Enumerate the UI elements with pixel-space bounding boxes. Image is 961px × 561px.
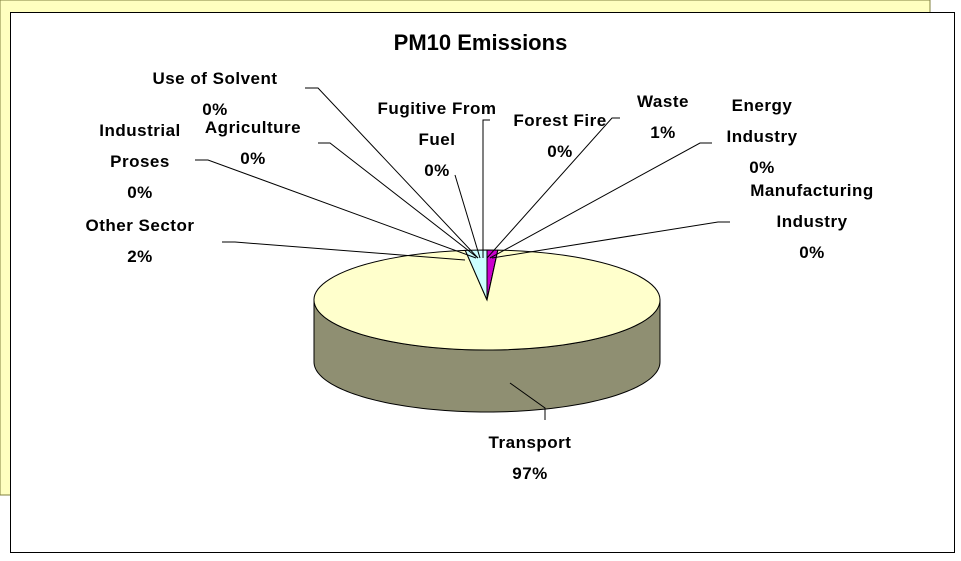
value-label: 0%: [547, 142, 573, 161]
leader-line: [491, 221, 730, 259]
slice-label: Waste 1%: [613, 86, 713, 148]
slice-label: Agriculture 0%: [188, 112, 318, 174]
slice-label: Manufacturing Industry 0%: [727, 175, 897, 268]
value-label: 0%: [424, 161, 450, 180]
category-name: Fugitive From Fuel: [377, 99, 497, 149]
slice-label: Industrial Proses 0%: [85, 115, 195, 208]
slice-label: Other Sector 2%: [50, 210, 230, 272]
category-name: Industrial Proses: [99, 121, 181, 171]
leader-line: [486, 117, 620, 259]
value-label: 97%: [512, 464, 548, 483]
leader-line: [509, 382, 546, 420]
slice-label: Forest Fire 0%: [495, 105, 625, 167]
leader-line: [482, 119, 490, 258]
category-name: Forest Fire: [513, 111, 607, 130]
value-label: 0%: [240, 149, 266, 168]
leader-line: [305, 87, 479, 259]
category-name: Other Sector: [85, 216, 195, 235]
leader-line: [195, 159, 477, 259]
slice-label: Energy Industry 0%: [707, 90, 817, 183]
value-label: 0%: [127, 183, 153, 202]
value-label: 1%: [650, 123, 676, 142]
leader-line: [489, 142, 712, 259]
slice-label: Use of Solvent 0%: [115, 63, 315, 125]
category-name: Agriculture: [204, 118, 302, 137]
leader-line: [222, 241, 466, 261]
value-label: 0%: [799, 243, 825, 262]
leader-line: [454, 174, 481, 259]
chart-title: PM10 Emissions: [393, 30, 568, 55]
slice-label: Transport 97%: [470, 427, 590, 489]
category-name: Energy Industry: [726, 96, 798, 146]
slice-label: Fugitive From Fuel 0%: [362, 93, 512, 186]
category-name: Transport: [488, 433, 572, 452]
category-name: Waste: [637, 92, 689, 111]
leader-line: [318, 142, 479, 259]
value-label: 0%: [749, 158, 775, 177]
value-label: 0%: [202, 100, 228, 119]
category-name: Manufacturing Industry: [750, 181, 874, 231]
category-name: Use of Solvent: [152, 69, 278, 88]
value-label: 2%: [127, 247, 153, 266]
